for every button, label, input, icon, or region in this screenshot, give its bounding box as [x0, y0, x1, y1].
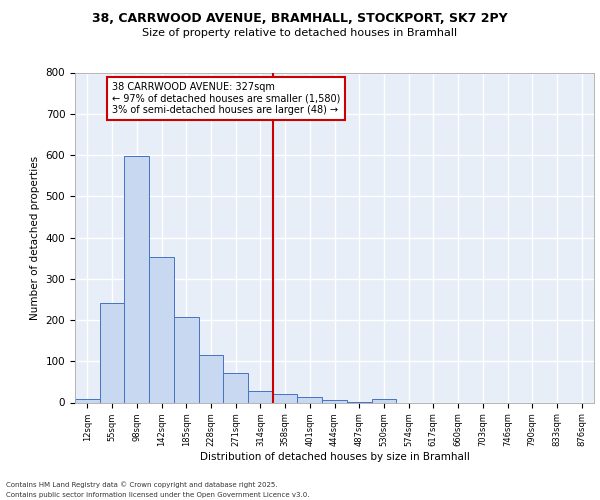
Bar — [322, 400, 347, 402]
Y-axis label: Number of detached properties: Number of detached properties — [30, 156, 40, 320]
Text: Contains HM Land Registry data © Crown copyright and database right 2025.: Contains HM Land Registry data © Crown c… — [6, 481, 277, 488]
Bar — [124, 156, 149, 402]
Bar — [371, 399, 396, 402]
Text: 38, CARRWOOD AVENUE, BRAMHALL, STOCKPORT, SK7 2PY: 38, CARRWOOD AVENUE, BRAMHALL, STOCKPORT… — [92, 12, 508, 26]
Bar — [149, 258, 174, 402]
Text: Size of property relative to detached houses in Bramhall: Size of property relative to detached ho… — [142, 28, 458, 38]
Bar — [75, 399, 100, 402]
Bar — [248, 392, 273, 402]
Bar — [174, 317, 199, 402]
Bar — [100, 302, 124, 402]
Text: Contains public sector information licensed under the Open Government Licence v3: Contains public sector information licen… — [6, 492, 310, 498]
X-axis label: Distribution of detached houses by size in Bramhall: Distribution of detached houses by size … — [200, 452, 469, 462]
Bar — [199, 354, 223, 403]
Bar — [298, 396, 322, 402]
Text: 38 CARRWOOD AVENUE: 327sqm
← 97% of detached houses are smaller (1,580)
3% of se: 38 CARRWOOD AVENUE: 327sqm ← 97% of deta… — [112, 82, 340, 115]
Bar — [273, 394, 298, 402]
Bar — [223, 373, 248, 402]
